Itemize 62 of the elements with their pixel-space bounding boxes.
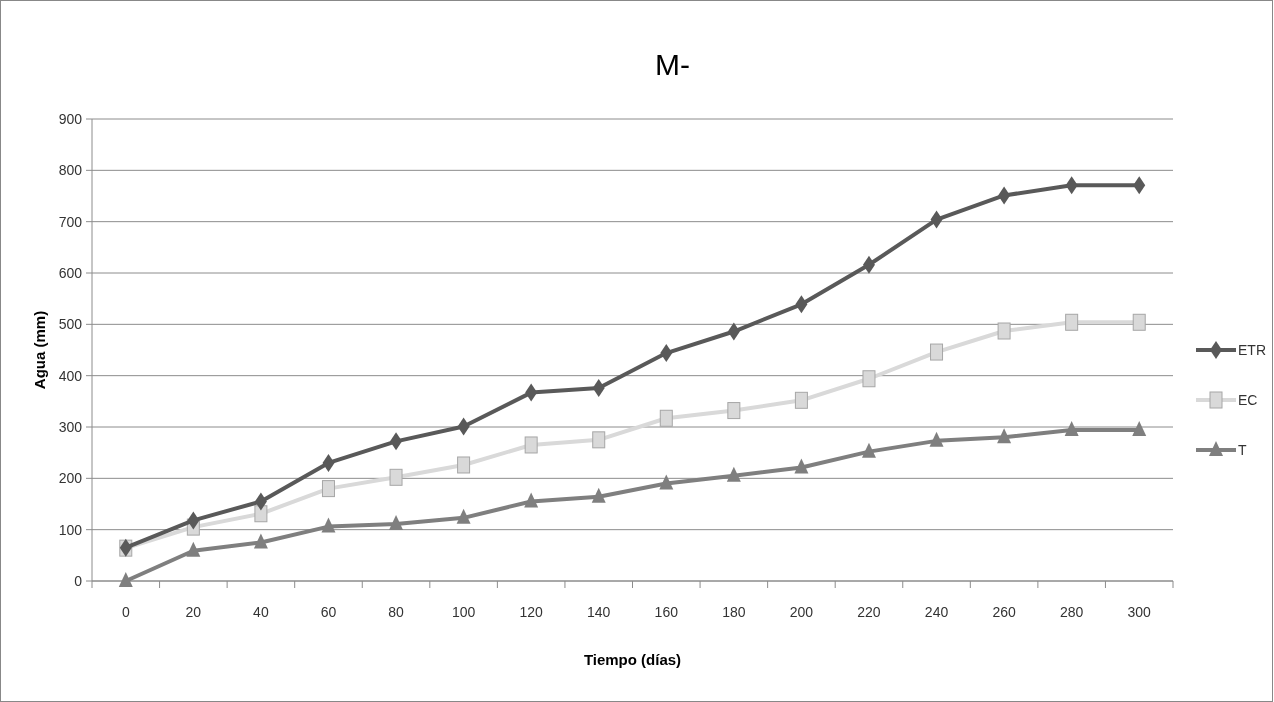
x-tick-label: 0 <box>121 604 130 620</box>
point <box>457 456 471 474</box>
point <box>524 492 539 508</box>
point <box>997 322 1011 340</box>
point <box>997 428 1012 444</box>
y-tick-label: 300 <box>58 418 83 435</box>
point <box>1064 421 1079 437</box>
point <box>1132 313 1146 331</box>
x-tick-label: 220 <box>857 604 881 620</box>
chart-title: M- <box>655 48 690 81</box>
point <box>321 517 336 533</box>
point <box>321 480 335 498</box>
x-tick-label: 120 <box>519 604 544 620</box>
legend-label: ETR <box>1238 341 1266 358</box>
point <box>727 402 741 420</box>
legend-label: T <box>1238 441 1247 458</box>
point <box>254 505 268 523</box>
point <box>794 458 809 474</box>
x-tick-label: 180 <box>722 604 746 620</box>
y-axis-title: Agua (mm) <box>31 310 48 390</box>
point <box>389 515 404 531</box>
x-tick-label: 260 <box>992 604 1016 620</box>
x-tick-label: 280 <box>1059 604 1084 620</box>
x-tick-label: 140 <box>587 604 611 620</box>
y-tick-label: 900 <box>58 110 83 127</box>
point <box>389 468 403 486</box>
y-tick-label: 800 <box>58 162 83 179</box>
y-tick-label: 100 <box>58 521 83 538</box>
point <box>186 541 201 557</box>
y-tick-label: 0 <box>74 572 83 589</box>
y-tick-label: 700 <box>58 213 83 230</box>
point <box>1065 313 1079 331</box>
point <box>930 343 944 361</box>
x-tick-label: 240 <box>924 604 949 620</box>
point <box>592 431 606 449</box>
legend-label: EC <box>1238 391 1258 408</box>
x-tick-label: 60 <box>320 604 337 620</box>
x-tick-label: 100 <box>451 604 476 620</box>
point <box>929 431 944 447</box>
point <box>794 391 808 409</box>
y-tick-label: 200 <box>58 470 83 487</box>
x-tick-label: 300 <box>1127 604 1152 620</box>
point <box>726 466 741 482</box>
x-tick-label: 40 <box>253 604 269 620</box>
point <box>862 370 876 388</box>
x-tick-label: 160 <box>654 604 679 620</box>
x-tick-label: 80 <box>388 604 405 620</box>
point <box>253 533 268 549</box>
point <box>118 572 133 587</box>
y-tick-label: 400 <box>58 367 83 384</box>
y-tick-label: 600 <box>58 264 83 281</box>
point <box>456 508 471 524</box>
y-tick-label: 500 <box>58 316 83 333</box>
x-tick-label: 20 <box>185 604 202 620</box>
point <box>524 436 538 454</box>
point <box>861 442 876 458</box>
point <box>659 474 674 490</box>
point <box>1132 421 1147 437</box>
point <box>591 487 606 503</box>
point <box>659 409 673 427</box>
x-axis-title: Tiempo (días) <box>583 651 682 668</box>
x-tick-label: 200 <box>789 604 814 620</box>
